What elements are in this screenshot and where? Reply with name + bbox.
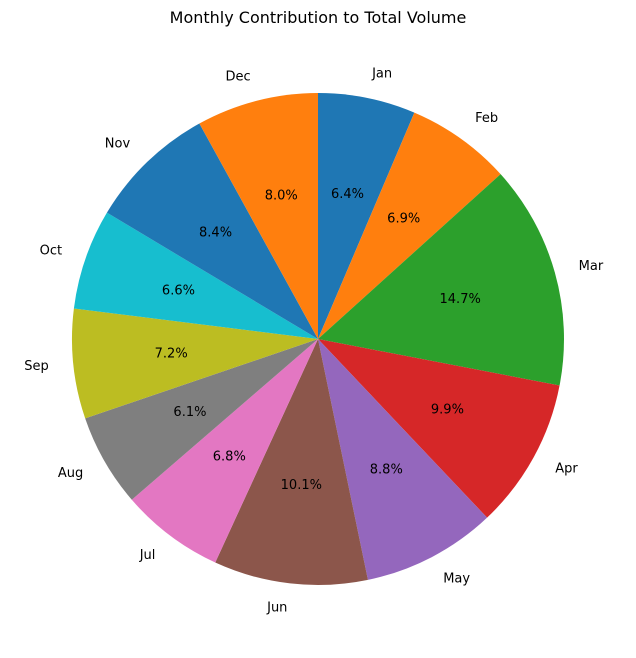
slice-percent-feb: 6.9% bbox=[387, 211, 420, 226]
chart-title: Monthly Contribution to Total Volume bbox=[169, 8, 467, 27]
pie-slice-jan bbox=[318, 93, 415, 339]
slice-label-dec: Dec bbox=[225, 69, 250, 84]
slice-label-nov: Nov bbox=[105, 137, 131, 152]
slice-percent-may: 8.8% bbox=[370, 462, 403, 477]
pie-slice-aug bbox=[85, 339, 318, 500]
slice-label-jan: Jan bbox=[371, 66, 392, 81]
pie-slice-sep bbox=[72, 308, 319, 419]
slice-percent-jun: 10.1% bbox=[281, 478, 322, 493]
slice-percent-dec: 8.0% bbox=[265, 189, 298, 204]
slice-label-may: May bbox=[443, 571, 470, 586]
pie-slice-oct bbox=[73, 212, 318, 339]
slice-label-oct: Oct bbox=[40, 243, 62, 258]
slice-percent-jan: 6.4% bbox=[331, 187, 364, 202]
slices-layer bbox=[72, 93, 564, 585]
slice-label-jul: Jul bbox=[139, 548, 156, 563]
slice-percent-oct: 6.6% bbox=[162, 283, 195, 298]
pie-slice-apr bbox=[318, 339, 560, 518]
slice-label-feb: Feb bbox=[475, 111, 498, 126]
pie-slice-feb bbox=[318, 112, 501, 339]
pie-slice-mar bbox=[318, 174, 564, 386]
slice-label-apr: Apr bbox=[555, 462, 578, 477]
labels-layer: Jan 6.4% Feb 6.9% Mar 14.7% Apr 9.9% May 8.8% Jun 1… bbox=[24, 66, 604, 615]
slice-percent-sep: 7.2% bbox=[155, 347, 188, 362]
pie-slice-jul bbox=[131, 339, 318, 563]
pie-slice-may bbox=[318, 339, 488, 580]
slice-label-jun: Jun bbox=[266, 600, 287, 615]
slice-label-sep: Sep bbox=[24, 359, 49, 374]
pie-slice-jun bbox=[215, 339, 368, 585]
slice-label-aug: Aug bbox=[58, 466, 83, 481]
slice-percent-jul: 6.8% bbox=[213, 449, 246, 464]
slice-percent-aug: 6.1% bbox=[173, 405, 206, 420]
slice-label-mar: Mar bbox=[579, 259, 604, 274]
slice-percent-mar: 14.7% bbox=[440, 292, 481, 307]
slice-percent-apr: 9.9% bbox=[431, 402, 464, 417]
slice-percent-nov: 8.4% bbox=[199, 225, 232, 240]
pie-slice-dec bbox=[199, 93, 318, 339]
pie-slice-nov bbox=[106, 123, 318, 339]
